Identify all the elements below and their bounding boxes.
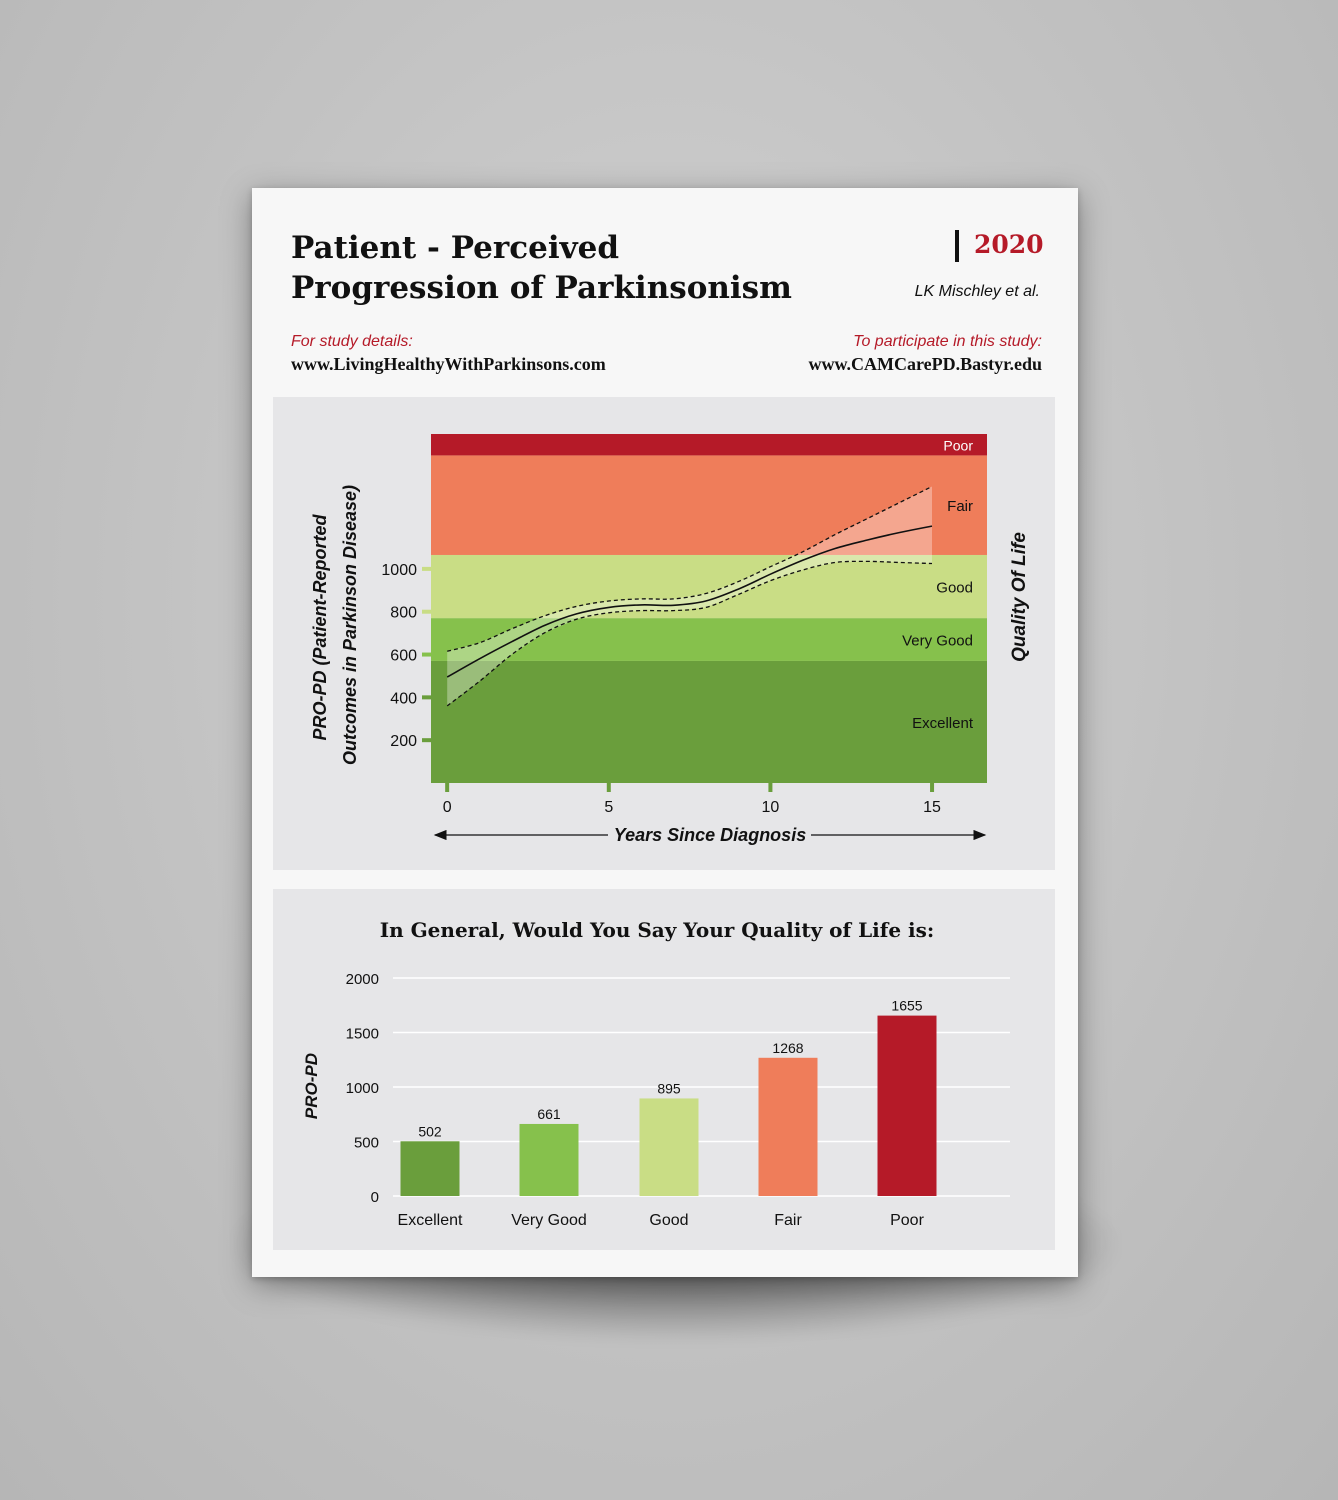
bar-good (639, 1098, 699, 1196)
y-axis-label-line-1: PRO-PD (Patient-Reported (310, 514, 330, 741)
bar-category-fair: Fair (774, 1212, 802, 1229)
publication-year: 2020 (974, 230, 1044, 259)
bar-value-poor: 1655 (891, 998, 922, 1014)
band-poor (431, 434, 987, 456)
authors: LK Mischley et al. (914, 283, 1040, 300)
bar-category-excellent: Excellent (398, 1212, 463, 1229)
band-label-good: Good (936, 580, 973, 597)
upper-confidence-line (447, 485, 933, 652)
quality-bar-chart-panel: In General, Would You Say Your Quality o… (273, 889, 1055, 1250)
bar-category-good: Good (649, 1212, 688, 1229)
bar-y-tick-500: 500 (354, 1135, 379, 1152)
y-tick-label-1000: 1000 (381, 562, 417, 579)
bar-very-good (519, 1123, 579, 1196)
bar-category-very-good: Very Good (511, 1212, 587, 1229)
band-very-good (431, 618, 987, 661)
bar-poor (877, 1015, 937, 1196)
bar-excellent (400, 1141, 460, 1196)
band-label-excellent: Excellent (912, 715, 974, 732)
y-tick-label-400: 400 (390, 690, 417, 707)
confidence-band (447, 486, 932, 706)
band-label-very-good: Very Good (902, 633, 973, 650)
bar-value-fair: 1268 (772, 1040, 803, 1056)
bar-value-excellent: 502 (418, 1123, 442, 1139)
quality-of-life-label: Quality Of Life (1009, 532, 1030, 662)
band-excellent (431, 660, 987, 783)
bar-y-tick-1500: 1500 (346, 1026, 379, 1043)
bar-y-tick-0: 0 (371, 1189, 379, 1206)
bar-category-poor: Poor (890, 1212, 924, 1229)
mean-trend-line (446, 525, 933, 678)
participate-label: To participate in this study: (853, 333, 1042, 350)
participate-link[interactable]: www.CAMCarePD.Bastyr.edu (808, 354, 1043, 374)
bar-y-axis-label: PRO-PD (302, 1053, 321, 1119)
band-good (431, 554, 987, 619)
y-tick-label-600: 600 (390, 648, 417, 665)
flyer-sheet: Patient - Perceived Progression of Parki… (252, 188, 1078, 1277)
x-tick-label-15: 15 (923, 799, 941, 816)
quality-bar-chart: In General, Would You Say Your Quality o… (302, 918, 1010, 1229)
bar-fair (758, 1057, 818, 1196)
bar-y-tick-1000: 1000 (346, 1080, 379, 1097)
title-line-2: Progression of Parkinsonism (291, 270, 792, 306)
bar-y-tick-2000: 2000 (346, 971, 379, 988)
x-tick-label-0: 0 (443, 799, 452, 816)
study-details-label: For study details: (291, 333, 413, 350)
band-label-poor: Poor (943, 438, 973, 454)
band-fair (431, 455, 987, 555)
y-axis-label-line-2: Outcomes in Parkinson Disease) (340, 485, 360, 765)
progression-chart: Excellent Very Good Good Fair Poor 200 400 600… (310, 434, 1030, 845)
y-tick-label-200: 200 (390, 733, 417, 750)
study-details-link[interactable]: www.LivingHealthyWithParkinsons.com (291, 354, 606, 374)
y-tick-label-800: 800 (390, 605, 417, 622)
page-title: Patient - Perceived Progression of Parki… (291, 228, 792, 308)
y-axis-label: PRO-PD (Patient-Reported Outcomes in Par… (310, 485, 360, 765)
x-tick-label-10: 10 (762, 799, 780, 816)
year-divider (955, 230, 959, 262)
bar-value-very-good: 661 (537, 1106, 561, 1122)
progression-chart-panel: Excellent Very Good Good Fair Poor 200 400 600… (273, 397, 1055, 870)
x-tick-label-5: 5 (604, 799, 613, 816)
bar-chart-title: In General, Would You Say Your Quality o… (380, 918, 935, 942)
band-label-fair: Fair (947, 498, 973, 515)
x-axis-label: Years Since Diagnosis (614, 825, 806, 845)
title-line-1: Patient - Perceived (291, 230, 620, 266)
bar-value-good: 895 (657, 1080, 681, 1096)
